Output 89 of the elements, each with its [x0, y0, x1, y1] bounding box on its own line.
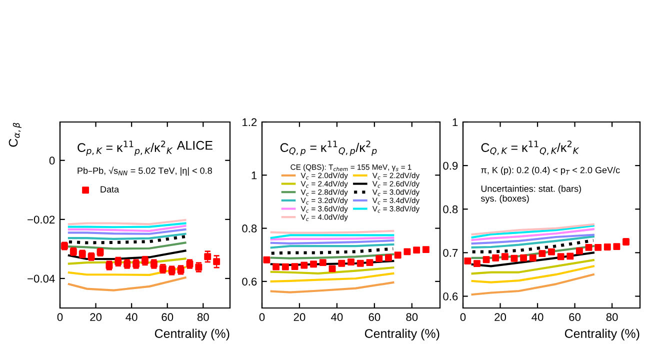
point	[585, 244, 592, 251]
line-series	[471, 265, 594, 284]
point	[356, 260, 364, 267]
point	[310, 260, 317, 268]
y-tick-label: 0.6	[242, 278, 257, 286]
point	[300, 262, 308, 269]
x-tick-label: 20	[494, 313, 506, 322]
point	[319, 259, 326, 266]
point	[348, 258, 354, 266]
y-tick-label: 0.9	[443, 162, 458, 170]
y-tick-label: 0.7	[443, 248, 458, 257]
legend-label: Data	[100, 186, 120, 193]
point	[61, 242, 68, 250]
y-tick-label: 1	[252, 172, 257, 180]
line-series	[471, 223, 594, 236]
x-tick-label: 60	[569, 313, 581, 322]
point	[576, 247, 583, 254]
line-series	[471, 228, 594, 242]
x-tick-label: 40	[331, 313, 343, 322]
x-tick-label: 80	[197, 313, 209, 322]
point	[413, 246, 420, 254]
point	[604, 244, 611, 250]
x-tick-label: 0	[259, 313, 265, 322]
line-series	[270, 272, 394, 282]
line-series	[471, 273, 594, 296]
y-tick-label: −0.04	[28, 274, 55, 283]
point	[213, 258, 220, 266]
annotation: π, K (p): 0.2 (0.4) < p$_{T}$ < 2.0 GeV/c	[481, 166, 620, 176]
annotation: C$_{Q,K}$ = κ$^{11}$$_{Q,K}$/κ$^{2}$$_{K}$	[481, 140, 580, 156]
annotation: C$_{Q,p}$ = κ$^{11}$$_{Q,p}$/κ$^{2}$$_{p}$	[280, 140, 377, 156]
x-tick-label: 80	[406, 313, 418, 322]
point	[263, 256, 270, 264]
line-series	[471, 234, 594, 245]
point	[510, 254, 518, 262]
x-tick-label: 20	[294, 313, 306, 322]
point	[422, 246, 430, 254]
x-tick-label: 60	[162, 313, 174, 322]
y-tick-label: −0.02	[28, 216, 55, 224]
annotation: Pb–Pb, √s$_{NN}$ = 5.02 TeV, |η| < 0.8	[78, 166, 212, 176]
line-series	[471, 224, 594, 238]
y-tick-label: 1.2	[242, 118, 257, 126]
x-tick-label: 0	[57, 313, 63, 322]
point	[282, 263, 289, 270]
line-series	[68, 276, 186, 292]
annotation: ALICE	[176, 140, 212, 150]
point	[474, 260, 480, 268]
x-tick-label: 40	[532, 313, 544, 322]
point	[291, 263, 298, 270]
point	[204, 253, 212, 260]
x-axis-title: Centrality (%)	[564, 328, 640, 340]
point	[548, 248, 555, 256]
point	[338, 260, 346, 267]
x-tick-label: 0	[460, 313, 466, 322]
x-tick-label: 20	[90, 313, 102, 322]
point	[613, 243, 620, 250]
y-tick-label: 0.8	[443, 205, 458, 214]
point	[366, 259, 374, 266]
annotation: C$_{p,K}$ = κ$^{11}$$_{p,K}$/κ$^{2}$$_{K}$	[78, 140, 173, 156]
point	[538, 250, 546, 258]
annotation: Uncertainties: stat. (bars) sys. (boxes)	[480, 185, 581, 204]
y-axis-title: C$_{α,β}$	[8, 122, 22, 147]
point	[482, 256, 490, 264]
x-tick-label: 40	[126, 313, 138, 322]
y-tick-label: 0	[49, 156, 55, 165]
line-series	[270, 281, 394, 294]
point	[404, 248, 411, 256]
point	[272, 263, 280, 270]
x-axis-title: Centrality (%)	[364, 328, 440, 340]
point	[385, 254, 392, 262]
y-tick-label: 1	[452, 118, 458, 126]
point	[492, 254, 500, 262]
point	[529, 254, 536, 262]
point	[557, 253, 564, 260]
line-series	[470, 238, 595, 254]
line-series	[471, 259, 594, 275]
point	[566, 252, 574, 260]
x-tick-label: 80	[606, 313, 618, 322]
point	[501, 253, 508, 260]
y-tick-label: 0.8	[242, 224, 257, 232]
point	[376, 255, 383, 262]
point	[328, 265, 336, 272]
point	[520, 254, 528, 262]
point	[464, 257, 472, 264]
x-axis-title: Centrality (%)	[154, 328, 230, 340]
x-tick-label: 60	[368, 313, 380, 322]
point	[394, 252, 402, 259]
point	[594, 244, 602, 251]
y-tick-label: 0.6	[443, 292, 458, 300]
line-series	[471, 236, 594, 248]
